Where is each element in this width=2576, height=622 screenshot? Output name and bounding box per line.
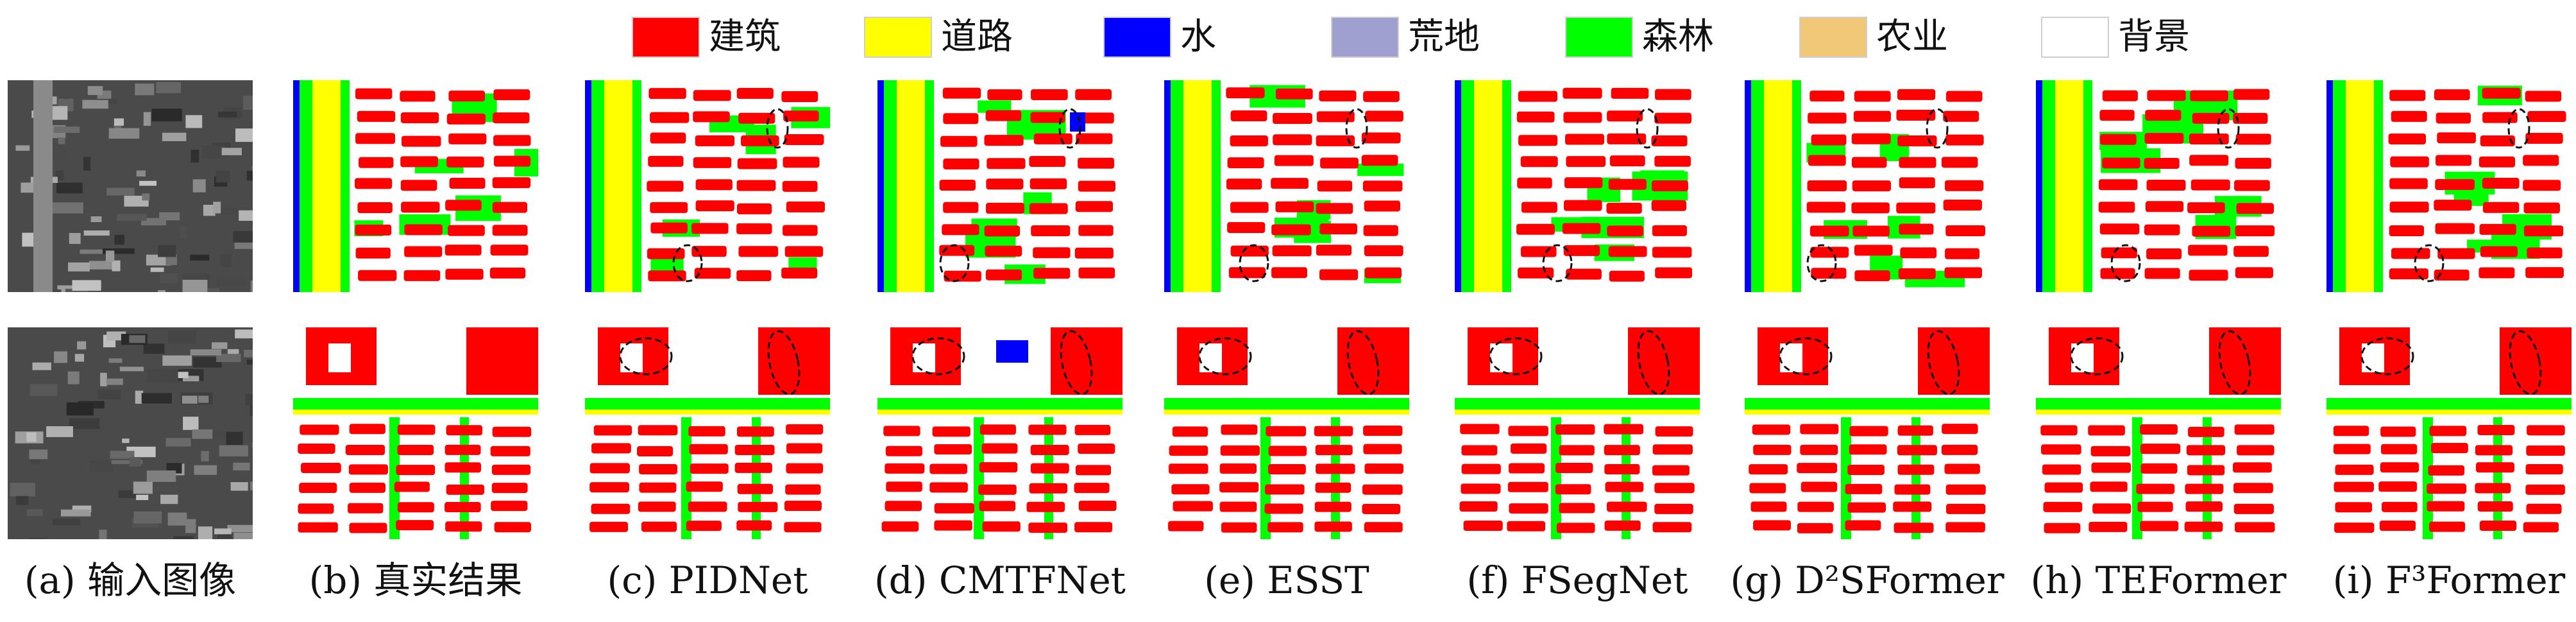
segmentation-map: [8, 327, 253, 539]
column-caption: (g) D²SFormer: [1730, 557, 2004, 603]
column-caption: (c) PIDNet: [607, 557, 808, 603]
prediction-tile: [2326, 327, 2572, 539]
caption-name: ESST: [1267, 558, 1369, 602]
segmentation-map: [293, 80, 538, 292]
segmentation-map: [1455, 327, 1700, 539]
prediction-tile: [1164, 327, 1409, 539]
caption-prefix: (f): [1466, 558, 1521, 602]
input-image-tile: [8, 80, 253, 292]
prediction-tile: [2326, 80, 2572, 292]
segmentation-map: [2036, 80, 2281, 292]
legend-swatch: [1331, 17, 1399, 58]
caption-name: PIDNet: [668, 558, 808, 602]
caption-name: F³Former: [2385, 558, 2566, 602]
legend-label: 荒地: [1408, 16, 1480, 58]
legend: 建筑 道路 水 荒地 森林 农业 背景: [632, 12, 2556, 63]
segmentation-map: [877, 327, 1123, 539]
caption-prefix: (g): [1730, 558, 1795, 602]
caption-prefix: (i): [2332, 558, 2385, 602]
caption-prefix: (a): [24, 558, 88, 602]
prediction-tile: [2036, 80, 2281, 292]
prediction-tile: [1745, 80, 1990, 292]
prediction-tile: [1164, 80, 1409, 292]
legend-swatch: [864, 17, 932, 58]
column-caption: (f) FSegNet: [1467, 557, 1688, 603]
column-caption: (e) ESST: [1204, 557, 1369, 603]
legend-label: 水: [1180, 16, 1216, 58]
segmentation-map: [1164, 80, 1409, 292]
legend-swatch: [2041, 17, 2109, 58]
caption-name: 输入图像: [87, 558, 237, 602]
column-caption: (h) TEFormer: [2031, 557, 2287, 603]
segmentation-map: [877, 80, 1123, 292]
legend-label: 森林: [1642, 16, 1714, 58]
segmentation-map: [585, 80, 830, 292]
caption-prefix: (b): [309, 558, 374, 602]
legend-swatch: [1799, 17, 1867, 58]
segmentation-map: [8, 80, 253, 292]
segmentation-map: [2326, 80, 2572, 292]
legend-swatch: [632, 17, 700, 58]
input-image-tile: [8, 327, 253, 539]
column-caption: (b) 真实结果: [309, 557, 523, 603]
segmentation-map: [1745, 327, 1990, 539]
prediction-tile: [585, 327, 830, 539]
legend-swatch: [1565, 17, 1633, 58]
segmentation-map: [1745, 80, 1990, 292]
column-caption: (d) CMTFNet: [874, 557, 1126, 603]
segmentation-map: [1164, 327, 1409, 539]
legend-label: 农业: [1876, 16, 1948, 58]
prediction-tile: [877, 80, 1123, 292]
legend-label: 建筑: [709, 16, 781, 58]
prediction-tile: [1455, 80, 1700, 292]
ground-truth-tile: [293, 80, 538, 292]
legend-label: 道路: [941, 16, 1013, 58]
column-caption: (a) 输入图像: [24, 557, 236, 603]
segmentation-map: [2326, 327, 2572, 539]
segmentation-map: [293, 327, 538, 539]
segmentation-map: [2036, 327, 2281, 539]
prediction-tile: [877, 327, 1123, 539]
caption-prefix: (d): [874, 558, 939, 602]
legend-swatch: [1103, 17, 1171, 58]
caption-name: D²SFormer: [1795, 558, 2004, 602]
ground-truth-tile: [293, 327, 538, 539]
segmentation-map: [585, 327, 830, 539]
prediction-tile: [1745, 327, 1990, 539]
caption-prefix: (c): [607, 558, 669, 602]
caption-name: TEFormer: [2095, 558, 2287, 602]
caption-name: FSegNet: [1521, 558, 1688, 602]
caption-prefix: (e): [1204, 558, 1267, 602]
prediction-tile: [585, 80, 830, 292]
segmentation-map: [1455, 80, 1700, 292]
prediction-tile: [2036, 327, 2281, 539]
caption-prefix: (h): [2030, 558, 2096, 602]
prediction-tile: [1455, 327, 1700, 539]
caption-name: CMTFNet: [938, 558, 1126, 602]
caption-name: 真实结果: [373, 558, 523, 602]
legend-label: 背景: [2118, 16, 2190, 58]
column-caption: (i) F³Former: [2333, 557, 2566, 603]
